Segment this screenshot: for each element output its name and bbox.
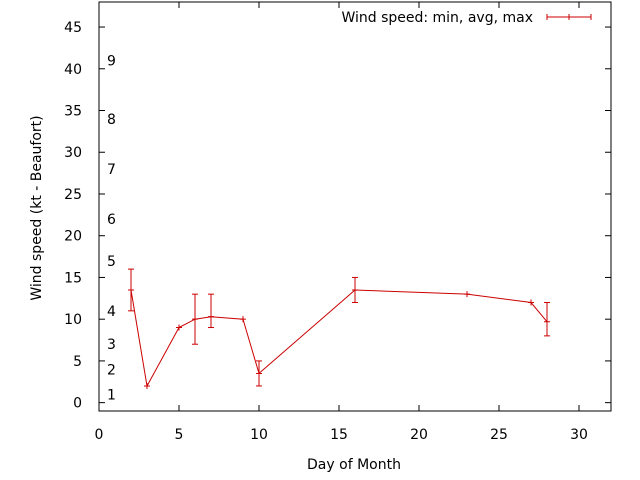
x-tick-label-15: 15 (330, 427, 348, 443)
beaufort-label-7: 7 (107, 162, 116, 178)
data-point-3 (192, 316, 198, 323)
y-tick-label-5: 5 (73, 354, 82, 370)
data-point-2 (176, 324, 182, 331)
x-tick-label-30: 30 (570, 427, 588, 443)
x-axis-label: Day of Month (307, 457, 401, 473)
x-tick-label-10: 10 (250, 427, 268, 443)
y-tick-label-35: 35 (64, 104, 82, 120)
series-layer (128, 268, 550, 389)
x-tick-label-0: 0 (95, 427, 104, 443)
data-point-4 (208, 313, 214, 320)
data-point-7 (352, 286, 358, 293)
legend-marker (566, 14, 572, 20)
beaufort-label-3: 3 (107, 337, 116, 353)
data-point-10 (544, 318, 550, 325)
y-tick-label-45: 45 (64, 20, 82, 36)
y-tick-label-0: 0 (73, 396, 82, 412)
beaufort-labels: 1 2 3 4 5 6 7 8 9 (107, 53, 116, 403)
y-tick-label-15: 15 (64, 270, 82, 286)
data-point-6 (256, 370, 262, 377)
beaufort-label-9: 9 (107, 53, 116, 69)
data-point-5 (240, 316, 246, 323)
data-point-8 (464, 291, 470, 298)
data-point-1 (144, 382, 150, 389)
beaufort-label-2: 2 (107, 362, 116, 378)
beaufort-label-8: 8 (107, 112, 116, 128)
y-axis-label: Wind speed (kt - Beaufort) (29, 115, 45, 300)
x-tick-label-20: 20 (410, 427, 428, 443)
legend-sample (546, 14, 592, 20)
data-point-0 (128, 286, 134, 293)
data-point-9 (528, 299, 534, 306)
beaufort-label-1: 1 (107, 387, 116, 403)
y-tick-label-10: 10 (64, 312, 82, 328)
beaufort-label-4: 4 (107, 304, 116, 320)
y-tick-label-20: 20 (64, 229, 82, 245)
legend: Wind speed: min, avg, max (341, 10, 592, 26)
x-tick-label-5: 5 (175, 427, 184, 443)
beaufort-label-6: 6 (107, 212, 116, 228)
legend-label: Wind speed: min, avg, max (341, 10, 533, 26)
plot-frame (98, 1, 612, 412)
y-tick-label-30: 30 (64, 145, 82, 161)
y-tick-label-25: 25 (64, 187, 82, 203)
y-tick-label-40: 40 (64, 62, 82, 78)
x-tick-label-25: 25 (490, 427, 508, 443)
beaufort-label-5: 5 (107, 254, 116, 270)
series-line (130, 289, 548, 388)
